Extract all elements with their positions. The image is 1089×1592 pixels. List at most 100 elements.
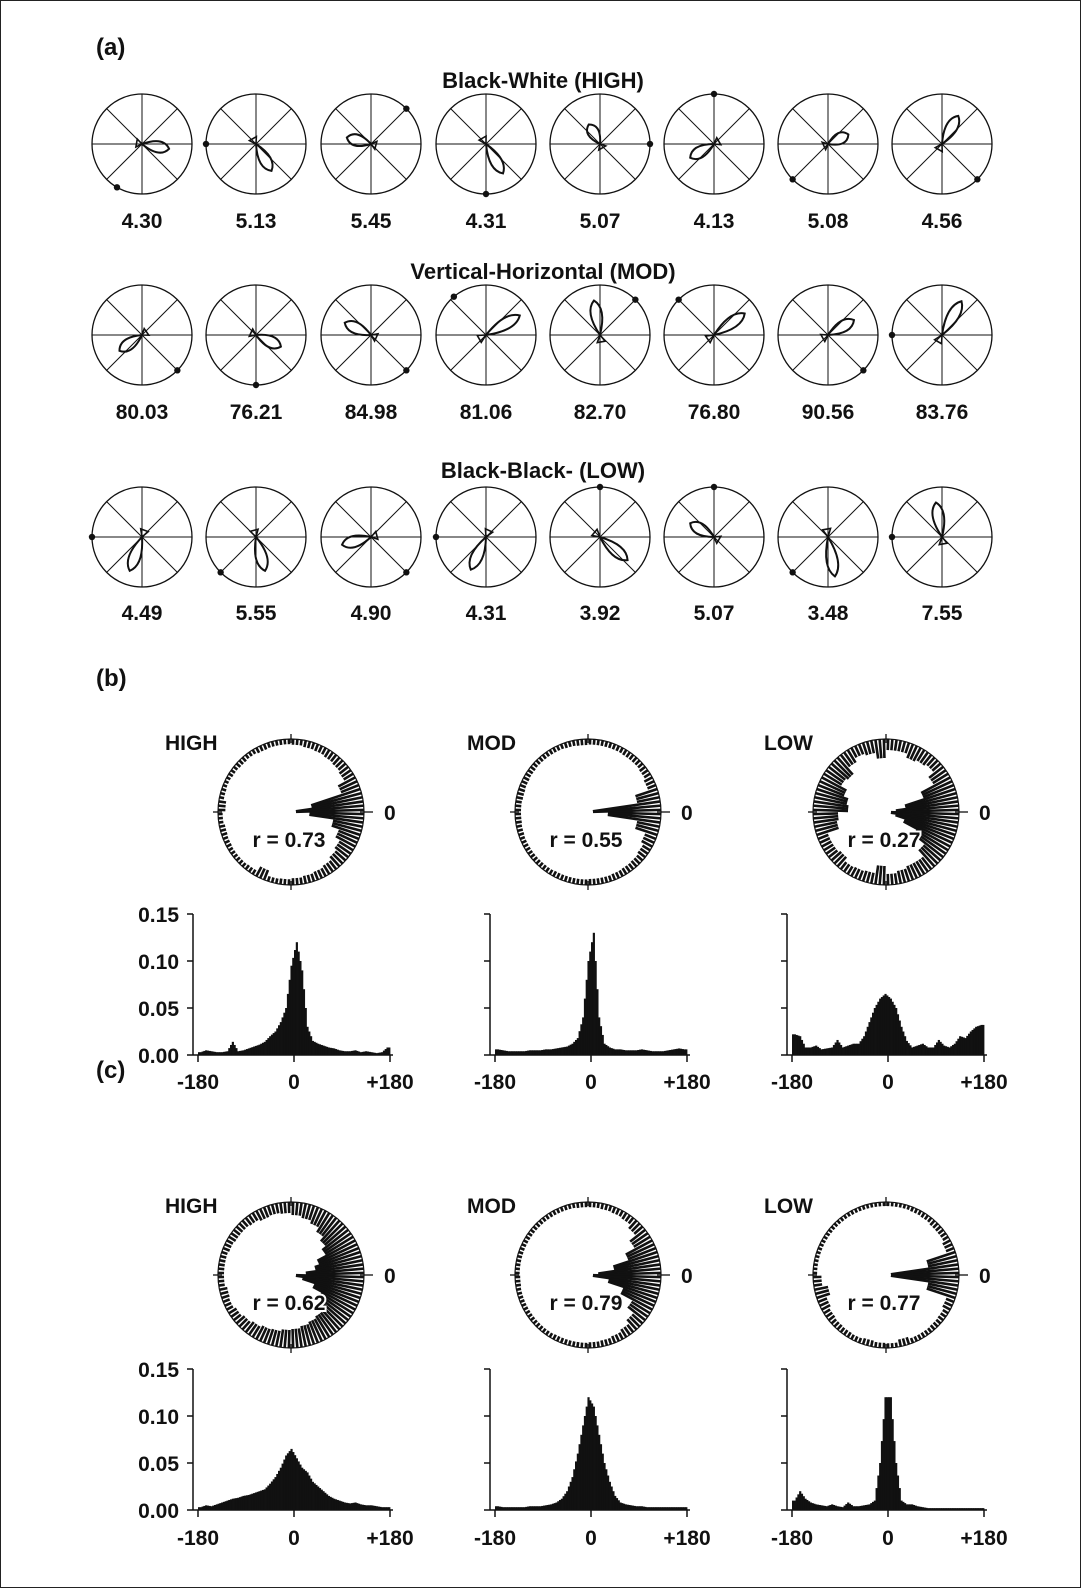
circular-bin [248,1214,256,1224]
circular-bin [846,1212,851,1218]
circular-bin [604,876,609,883]
histogram-bar [340,1501,343,1510]
circular-bin [627,862,635,871]
histogram-bar [358,1051,361,1055]
histogram-bar [359,1052,362,1055]
histogram-bar [679,1048,683,1055]
histogram-bar [960,1036,964,1055]
histogram-bar [582,1425,585,1510]
circular-bin [297,1328,303,1348]
histogram-bar [313,1041,316,1055]
histogram-bar [238,1497,242,1510]
histogram-bar [813,1046,816,1055]
histogram-bar [852,1506,855,1510]
histogram-bar [621,1049,624,1055]
histogram-bar [329,1496,332,1510]
histogram-bar [877,1001,880,1055]
circular-bin [893,873,898,885]
histogram-bar [880,1441,884,1510]
histogram-bar [214,1051,217,1055]
histogram-bar [608,1481,611,1510]
x-tick-label: +180 [366,1071,413,1094]
circular-bin [850,1210,855,1215]
histogram-bar [594,961,597,1055]
histogram-bar [937,1039,940,1055]
histogram-bar [822,1505,825,1510]
histogram-bar [868,1504,871,1510]
circular-bin [600,877,605,884]
circular-bin [299,739,303,746]
polar-value-label: 84.98 [345,401,398,424]
histogram-bar [210,1506,213,1510]
circular-bin [815,823,839,833]
polar-lobe [940,300,964,338]
histogram-bar [918,1506,921,1510]
histogram-bar [674,1049,677,1055]
circular-bin [596,1202,600,1209]
histogram-bar [235,1498,238,1510]
histogram-bar [372,1505,375,1510]
histogram-bar [592,1406,595,1510]
histogram-bar [381,1507,384,1510]
circular-bin [317,1242,358,1264]
histogram-bar [512,1507,515,1510]
polar-value-label: 4.56 [922,210,963,233]
x-tick-label: +180 [960,1527,1007,1550]
histogram-bar [822,1049,825,1055]
histogram-bar [653,1507,656,1510]
histogram-bar [502,1050,505,1055]
polar-lobe-back [139,527,150,539]
histogram-bar [258,1044,261,1055]
histogram-bar [845,1046,848,1055]
circular-bin [287,1329,291,1349]
histogram-bar [228,1499,231,1510]
x-tick-label: -180 [177,1071,219,1094]
circular-bin [920,846,939,865]
circular-bin [518,1295,524,1300]
histogram-bar [263,1041,266,1055]
histogram-bar [928,1508,932,1510]
circular-bin [629,1303,649,1318]
histogram-bar [532,1050,535,1055]
x-tick-label: -180 [177,1527,219,1550]
subplot-name: MOD [467,1195,516,1218]
histogram-bar [637,1506,640,1510]
circular-bin [219,1286,228,1292]
polar-lobe [254,333,283,350]
circular-bin [238,1222,246,1230]
circular-bin [567,1340,572,1346]
polar-dot [202,140,210,148]
circular-bin [323,1225,347,1247]
circular-bin [324,1235,354,1256]
circular-bin [258,1208,266,1220]
histogram-bar [334,1049,338,1055]
histogram-bar [226,1500,229,1510]
circular-bin [861,870,868,882]
r-value-label: r = 0.55 [550,829,623,852]
histogram-bar [843,1046,846,1055]
circular-bin [604,1339,609,1346]
circular-bin [305,1263,364,1275]
circular-bin [618,1332,624,1340]
histogram-bar [631,1505,635,1510]
histogram-bar [848,1044,852,1055]
histogram-bar [927,1508,930,1510]
histogram-bar [358,1503,361,1510]
histogram-bar [324,1492,327,1510]
circular-bin [823,772,843,786]
histogram-bar [665,1050,668,1055]
histogram-bar [555,1048,558,1055]
circular-bin [576,739,580,746]
circular-bin [823,1308,831,1315]
polar-dot [403,569,410,576]
circular-bin [624,865,631,873]
histogram-bar [519,1051,523,1055]
polar-dot [789,569,796,576]
y-tick-label: 0.00 [138,1500,179,1523]
circular-bin [592,800,661,813]
histogram-bar [921,1043,924,1055]
histogram-bar [854,1043,857,1055]
circular-bin [823,843,834,852]
circular-bin [516,1287,522,1292]
circular-bin [306,741,312,749]
